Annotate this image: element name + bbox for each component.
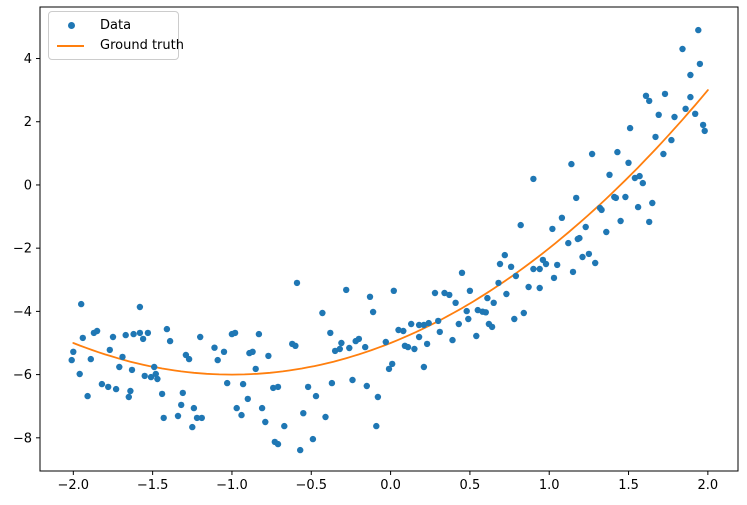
svg-text:0.5: 0.5 (460, 478, 481, 493)
legend-item-ground-truth: Ground truth (55, 37, 184, 54)
legend-label-data: Data (100, 18, 132, 33)
svg-text:0: 0 (24, 178, 32, 193)
legend-handle (55, 44, 93, 47)
legend-item-data: Data (55, 17, 170, 34)
scatter-points (68, 26, 708, 454)
legend-handle (55, 22, 93, 29)
legend-label-ground-truth: Ground truth (100, 38, 184, 53)
ground-truth-curve (72, 89, 709, 376)
svg-text:−6: −6 (13, 368, 32, 383)
svg-text:2.0: 2.0 (698, 478, 719, 493)
y-axis: 4 2 0 −2 −4 −6 −8 (13, 52, 40, 446)
svg-text:−4: −4 (13, 305, 32, 320)
svg-text:1.0: 1.0 (539, 478, 560, 493)
svg-text:−1.5: −1.5 (137, 478, 169, 493)
legend: Data Ground truth (48, 11, 184, 60)
svg-text:1.5: 1.5 (618, 478, 639, 493)
svg-text:−0.5: −0.5 (295, 478, 327, 493)
x-axis: −2.0 −1.5 −1.0 −0.5 0.0 0.5 1.0 1.5 2.0 (58, 471, 719, 493)
svg-text:0.0: 0.0 (380, 478, 401, 493)
data-marker-icon (68, 22, 75, 29)
svg-text:−2: −2 (13, 242, 32, 257)
svg-text:−1.0: −1.0 (216, 478, 248, 493)
ground-truth-line-icon (57, 44, 84, 47)
svg-text:−2.0: −2.0 (58, 478, 90, 493)
axes-frame (39, 6, 739, 472)
svg-text:−8: −8 (13, 431, 32, 446)
svg-text:2: 2 (24, 115, 32, 130)
svg-text:4: 4 (24, 52, 32, 67)
